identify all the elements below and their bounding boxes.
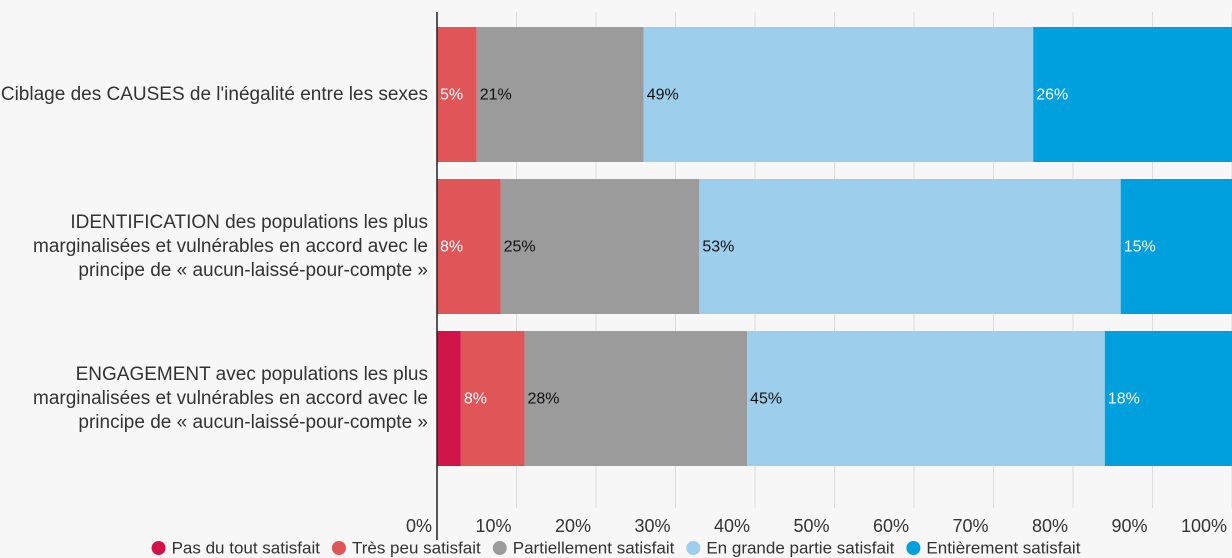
data-label: 28%: [527, 391, 559, 408]
bar-segment: [1033, 27, 1232, 162]
data-label: 15%: [1124, 239, 1156, 256]
data-label: 49%: [647, 87, 679, 104]
category-label: IDENTIFICATION des populations les plus …: [33, 211, 428, 281]
data-label: 5%: [440, 87, 463, 104]
bar-segment: [643, 27, 1034, 162]
bar-segment: [437, 331, 461, 466]
category-label: Ciblage des CAUSES de l'inégalité entre …: [0, 83, 428, 105]
x-tick-label: 100%: [1181, 516, 1227, 536]
data-label: 18%: [1108, 391, 1140, 408]
x-tick-label: 70%: [952, 516, 988, 536]
bar-segment: [437, 27, 477, 162]
data-label: 8%: [464, 391, 487, 408]
legend-marker: [492, 541, 507, 555]
legend-label: Entièrement satisfait: [926, 538, 1080, 557]
x-tick-label: 80%: [1032, 516, 1068, 536]
bar-segment: [500, 179, 700, 314]
bar-segment: [460, 331, 525, 466]
data-label: 26%: [1036, 87, 1068, 104]
data-label: 25%: [504, 239, 536, 256]
x-tick-label: 60%: [873, 516, 909, 536]
data-label: 45%: [750, 391, 782, 408]
data-label: 53%: [702, 239, 734, 256]
bar-segment: [437, 179, 501, 314]
legend-label: Pas du tout satisfait: [172, 538, 321, 557]
x-tick-label: 30%: [634, 516, 670, 536]
bar-segment: [699, 179, 1121, 314]
bar-segment: [1104, 331, 1232, 466]
x-tick-label: 10%: [475, 516, 511, 536]
data-label: 8%: [440, 239, 463, 256]
legend-marker: [906, 541, 921, 555]
bar-segment: [1120, 179, 1232, 314]
x-tick-label: 40%: [714, 516, 750, 536]
bar-segment: [747, 331, 1105, 466]
legend-label: En grande partie satisfait: [706, 538, 894, 557]
x-tick-label: 90%: [1111, 516, 1147, 536]
legend-marker: [331, 541, 346, 555]
legend-marker: [686, 541, 701, 555]
x-tick-label: 0%: [406, 516, 432, 536]
category-label: ENGAGEMENT avec populations les plus mar…: [33, 363, 428, 433]
legend-label: Partiellement satisfait: [513, 538, 675, 557]
bar-segment: [524, 331, 748, 466]
bar-segment: [476, 27, 644, 162]
x-tick-label: 50%: [793, 516, 829, 536]
x-tick-label: 20%: [555, 516, 591, 536]
legend-label: Très peu satisfait: [352, 538, 481, 557]
legend-marker: [151, 541, 166, 555]
data-label: 21%: [480, 87, 512, 104]
